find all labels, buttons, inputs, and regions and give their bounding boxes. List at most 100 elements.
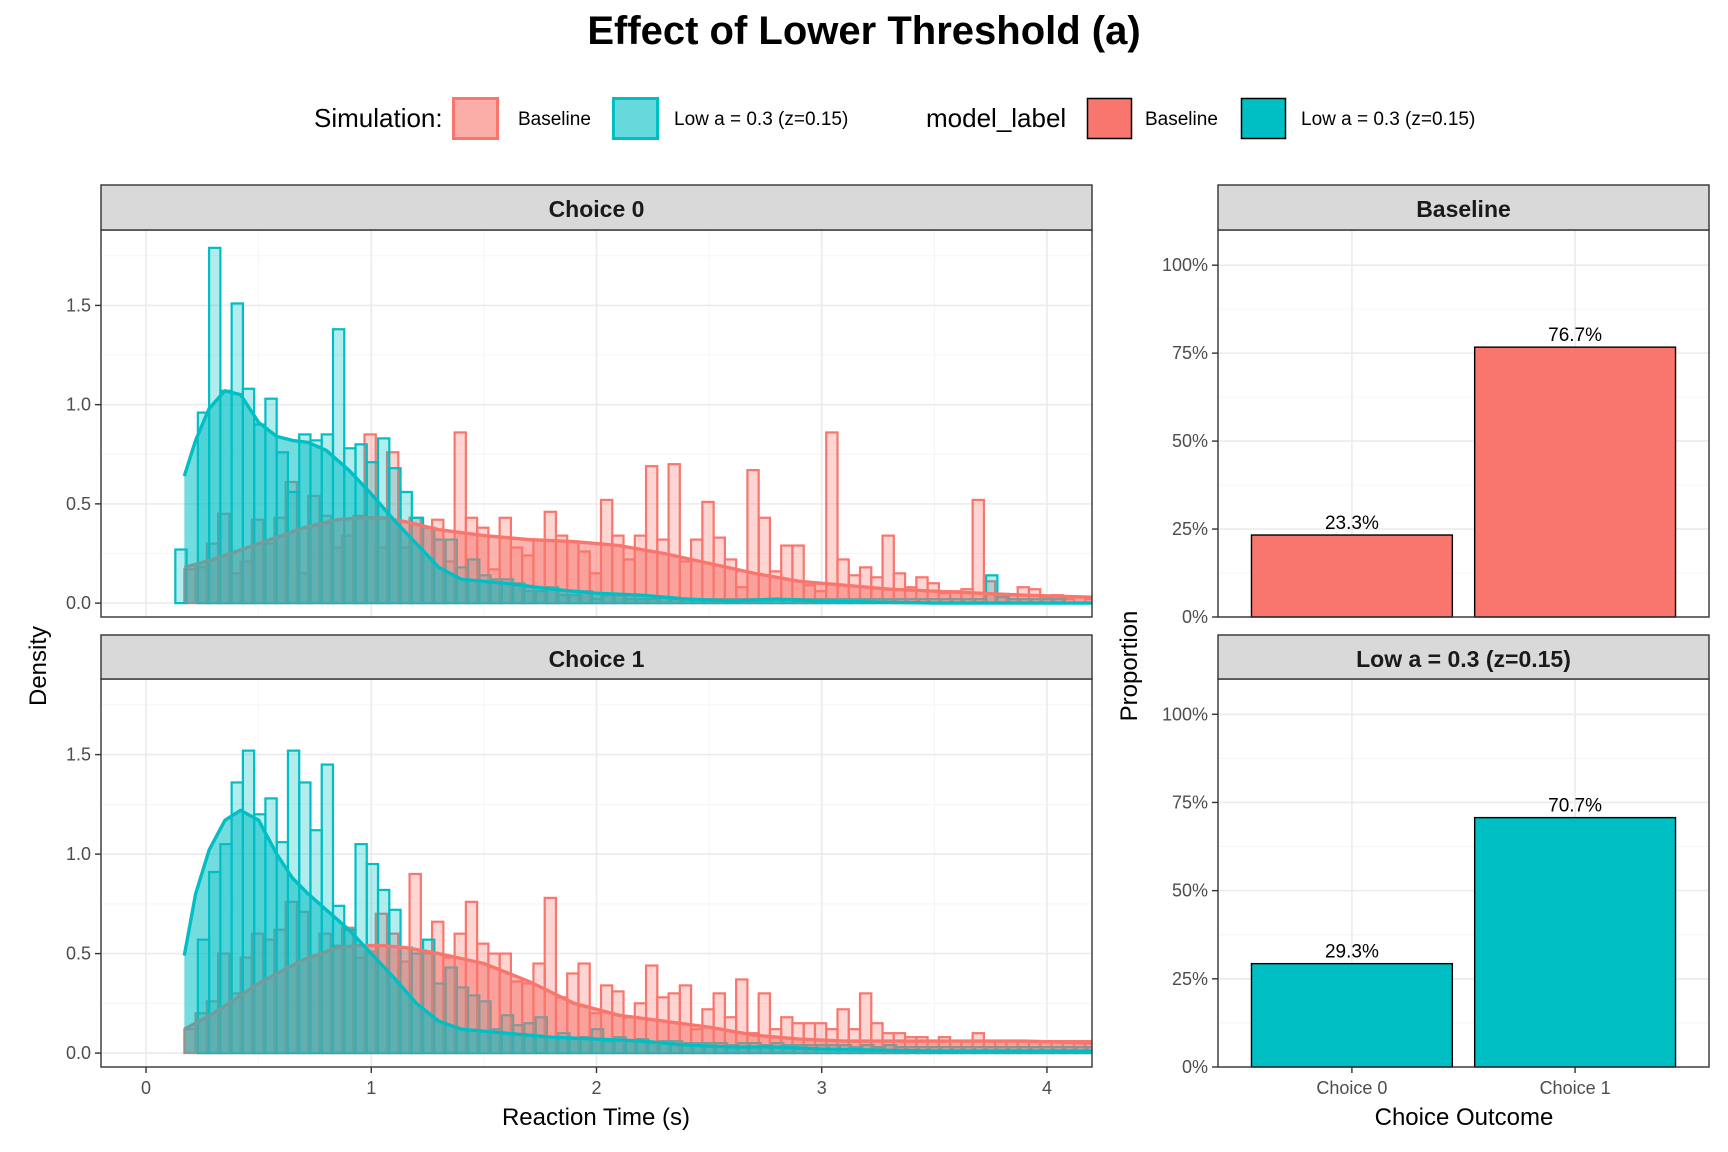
plot-area xyxy=(182,749,1211,1055)
histogram-bar xyxy=(1153,1041,1164,1053)
histogram-bar xyxy=(825,431,839,605)
legend-title: Simulation: xyxy=(314,103,443,133)
legend-key-low-a xyxy=(1240,97,1287,140)
histogram-bar xyxy=(1099,1047,1110,1053)
histogram-panels: Choice 0 0.0 0.5 1.0 1.5 Choice 1 0.0 0.5 1.0 1.5… xyxy=(66,184,1211,1098)
facet-strip xyxy=(1217,634,1710,680)
y-tick-label: 1.5 xyxy=(66,745,91,765)
histogram-bar xyxy=(1187,1041,1198,1053)
histogram-bar xyxy=(1130,1041,1141,1053)
facet-choice-1: Choice 1 0.0 0.5 1.0 1.5 0 1 2 3 4 xyxy=(66,634,1211,1098)
histogram-bar xyxy=(1119,595,1130,603)
legend-title: model_label xyxy=(926,103,1066,133)
x-tick-label: Choice 1 xyxy=(1540,1078,1611,1098)
bar-y-axis-title: Proportion xyxy=(1116,611,1143,722)
bar-choice-1 xyxy=(1473,816,1677,1068)
bar-choice-0 xyxy=(1250,962,1454,1068)
plot-area xyxy=(174,246,1209,605)
y-tick-label: 0% xyxy=(1182,1057,1208,1077)
density-line-low-a xyxy=(182,389,1092,605)
histogram-bar xyxy=(1119,1041,1130,1053)
y-tick-label: 0% xyxy=(1182,607,1208,627)
histogram-bar xyxy=(1108,569,1119,603)
histogram-bar xyxy=(1187,595,1198,603)
histogram-bar xyxy=(1121,1047,1132,1053)
histogram-bar xyxy=(1108,1041,1119,1053)
histogram-bar xyxy=(1198,597,1209,603)
y-tick-label: 1.0 xyxy=(66,844,91,864)
legend-label: Low a = 0.3 (z=0.15) xyxy=(1301,109,1475,130)
x-tick-label: 2 xyxy=(591,1078,601,1098)
histogram-bar xyxy=(1200,1047,1211,1053)
y-tick-label: 100% xyxy=(1162,704,1208,724)
histogram-bar xyxy=(971,498,985,605)
x-tick-label: 4 xyxy=(1042,1078,1052,1098)
histogram-bar xyxy=(1166,1047,1177,1053)
bar-x-axis-title: Choice Outcome xyxy=(1375,1104,1554,1131)
y-tick-label: 100% xyxy=(1162,255,1208,275)
y-tick-label: 1.0 xyxy=(66,395,91,415)
x-tick-label: Choice 0 xyxy=(1316,1078,1387,1098)
legend: Simulation: Baseline Low a = 0.3 (z=0.15) m… xyxy=(314,97,1475,140)
bar-data-label: 70.7% xyxy=(1548,796,1602,817)
legend-label: Baseline xyxy=(1145,109,1218,130)
bar-data-label: 29.3% xyxy=(1325,942,1379,963)
x-tick-label: 0 xyxy=(141,1078,151,1098)
y-tick-label: 25% xyxy=(1172,519,1208,539)
facet-strip-label: Choice 1 xyxy=(549,646,645,672)
bar-panels: 23.3% 76.7% Baseline 0% 25% 50% 75% 100% 29.3% 70… xyxy=(1162,184,1710,1098)
x-tick-label: 1 xyxy=(366,1078,376,1098)
histogram-bar xyxy=(1097,593,1108,603)
bar-choice-1 xyxy=(1473,346,1677,618)
histogram-bar xyxy=(1153,591,1164,603)
legend-label: Low a = 0.3 (z=0.15) xyxy=(674,109,848,130)
y-tick-label: 0.0 xyxy=(66,593,91,613)
histogram-bar xyxy=(1110,1047,1121,1053)
chart-title: Effect of Lower Threshold (a) xyxy=(587,9,1140,53)
y-tick-label: 50% xyxy=(1172,431,1208,451)
y-tick-label: 0.5 xyxy=(66,944,91,964)
facet-strip-label: Choice 0 xyxy=(549,196,645,222)
histogram-bar xyxy=(1175,1041,1186,1053)
y-tick-label: 75% xyxy=(1172,792,1208,812)
histogram-bar xyxy=(1198,1041,1209,1053)
density-line-low-a xyxy=(182,808,1092,1053)
y-tick-label: 1.5 xyxy=(66,295,91,315)
legend-label: Baseline xyxy=(518,109,591,130)
x-tick-label: 3 xyxy=(817,1078,827,1098)
histogram-bar xyxy=(1155,1047,1166,1053)
histogram-bar xyxy=(1164,1041,1175,1053)
facet-choice-0: Choice 0 0.0 0.5 1.0 1.5 xyxy=(66,184,1209,618)
bar-data-label: 23.3% xyxy=(1325,513,1379,534)
legend-key-low-a xyxy=(612,97,659,140)
histogram-bar xyxy=(1130,589,1141,603)
y-tick-label: 50% xyxy=(1172,881,1208,901)
histogram-y-axis-title: Density xyxy=(25,626,52,706)
y-tick-label: 25% xyxy=(1172,969,1208,989)
histogram-bar xyxy=(1175,569,1186,603)
legend-key-baseline xyxy=(1086,97,1133,140)
y-tick-label: 75% xyxy=(1172,343,1208,363)
density-area-low-a xyxy=(184,390,1092,604)
legend-key-baseline xyxy=(452,97,499,140)
facet-strip-label: Low a = 0.3 (z=0.15) xyxy=(1356,646,1571,672)
facet-strip xyxy=(1217,184,1710,231)
histogram-bar xyxy=(1178,1047,1189,1053)
facet-baseline: 23.3% 76.7% Baseline 0% 25% 50% 75% 100% xyxy=(1162,184,1710,627)
facet-strip xyxy=(100,184,1093,231)
histogram-bar xyxy=(1189,1047,1200,1053)
facet-strip xyxy=(100,634,1093,680)
facet-strip-label: Baseline xyxy=(1416,196,1511,222)
histogram-x-axis-title: Reaction Time (s) xyxy=(502,1104,690,1131)
histogram-bar xyxy=(1144,1047,1155,1053)
histogram-bar xyxy=(1164,597,1175,603)
histogram-bar xyxy=(1142,569,1153,603)
y-tick-label: 0.5 xyxy=(66,494,91,514)
histogram-bar xyxy=(1133,1047,1144,1053)
facet-low-a: 29.3% 70.7% Low a = 0.3 (z=0.15) 0% 25% 50% 75… xyxy=(1162,634,1710,1098)
density-area-low-a xyxy=(184,810,1092,1054)
bar-choice-0 xyxy=(1250,534,1454,618)
bar-data-label: 76.7% xyxy=(1548,325,1602,346)
histogram-bar xyxy=(1097,1041,1108,1053)
